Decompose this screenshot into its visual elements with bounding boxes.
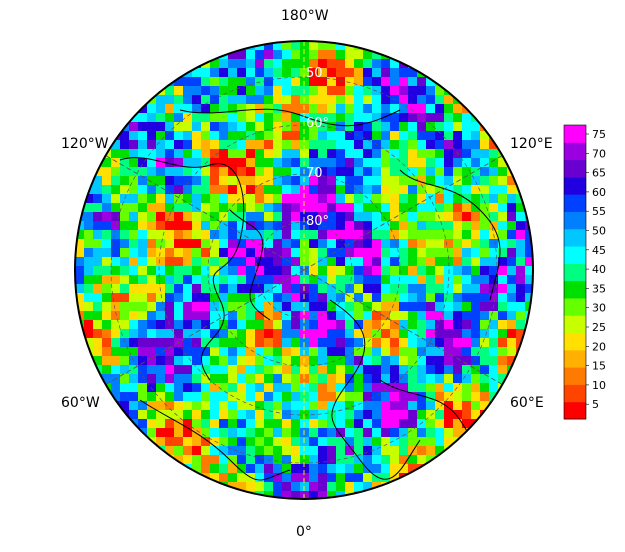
- colorbar-segment: [564, 332, 586, 351]
- colorbar-segment: [564, 176, 586, 195]
- lon-label-120e: 120°E: [510, 136, 553, 152]
- colorbar-tick-label: 25: [592, 321, 606, 334]
- colorbar-segment: [564, 315, 586, 334]
- colorbar-segment: [564, 263, 586, 282]
- colorbar-segment: [564, 194, 586, 212]
- colorbar-segment: [564, 159, 586, 178]
- lon-label-60e: 60°E: [510, 395, 544, 411]
- colorbar-tick-label: 60: [592, 186, 606, 199]
- colorbar-tick-label: 35: [592, 282, 606, 295]
- colorbar-segment: [564, 384, 586, 403]
- colorbar-segment: [564, 297, 586, 316]
- colorbar-tick-label: 40: [592, 263, 606, 276]
- lat-label-80: 80°: [306, 214, 329, 229]
- colorbar-tick-label: 20: [592, 340, 606, 353]
- colorbar-segment: [564, 367, 586, 385]
- lon-label-180w: 180°W: [281, 8, 329, 24]
- colorbar-tick-label: 75: [592, 128, 606, 141]
- lon-label-0: 0°: [296, 524, 312, 540]
- colorbar: 75 70 65 60 55 50 45 40 35 30 25 20 15 10 5: [563, 124, 606, 420]
- colorbar-tick-label: 70: [592, 147, 606, 160]
- colorbar-segment: [564, 349, 586, 368]
- coastlines: [119, 108, 501, 481]
- graticule: [105, 41, 503, 499]
- colorbar-tick-label: 50: [592, 225, 606, 238]
- colorbar-tick-label: 10: [592, 379, 606, 392]
- colorbar-segment: [564, 125, 586, 143]
- colorbar-tick-label: 55: [592, 205, 606, 218]
- lon-label-120w: 120°W: [61, 136, 109, 152]
- colorbar-segment: [564, 246, 586, 264]
- lat-label-60: 60°: [306, 116, 329, 131]
- lat-label-50: 50: [306, 66, 323, 81]
- colorbar-tick-label: 5: [592, 398, 599, 411]
- colorbar-segment: [564, 401, 586, 420]
- colorbar-tick-label: 30: [592, 302, 606, 315]
- colorbar-tick-label: 65: [592, 167, 606, 180]
- map-boundary-circle: [74, 40, 534, 500]
- colorbar-tick-label: 15: [592, 360, 606, 373]
- colorbar-segment: [564, 211, 586, 230]
- lat-label-70: 70: [306, 166, 323, 181]
- colorbar-segment: [564, 228, 586, 247]
- lon-label-60w: 60°W: [61, 395, 100, 411]
- colorbar-tick-label: 45: [592, 244, 606, 257]
- colorbar-segment: [564, 142, 586, 161]
- colorbar-segment: [564, 280, 586, 299]
